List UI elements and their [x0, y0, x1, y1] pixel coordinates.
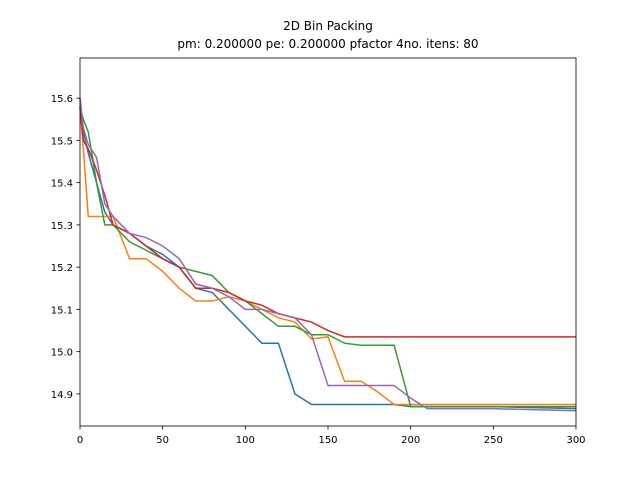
- y-tick-label: 15.1: [51, 305, 73, 316]
- y-tick-label: 15.2: [51, 263, 73, 274]
- x-tick-label: 50: [156, 435, 169, 446]
- chart-subtitle: pm: 0.200000 pe: 0.200000 pfactor 4no. i…: [177, 37, 478, 51]
- x-tick-label: 100: [236, 435, 255, 446]
- x-tick-label: 250: [484, 435, 503, 446]
- y-tick-label: 15.6: [51, 94, 73, 105]
- x-tick-label: 0: [77, 435, 83, 446]
- x-tick-label: 200: [401, 435, 420, 446]
- plot-area: [79, 98, 577, 412]
- y-tick-label: 15.3: [51, 221, 73, 232]
- series-line: [79, 106, 576, 338]
- y-tick-label: 15.4: [51, 179, 73, 190]
- y-tick-label: 15.5: [51, 136, 73, 147]
- x-tick-label: 150: [318, 435, 337, 446]
- y-tick-label: 14.9: [51, 390, 73, 401]
- series-line: [79, 98, 577, 412]
- x-tick-label: 300: [566, 435, 585, 446]
- y-tick-label: 15.0: [51, 348, 73, 359]
- chart-title: 2D Bin Packing: [283, 19, 373, 33]
